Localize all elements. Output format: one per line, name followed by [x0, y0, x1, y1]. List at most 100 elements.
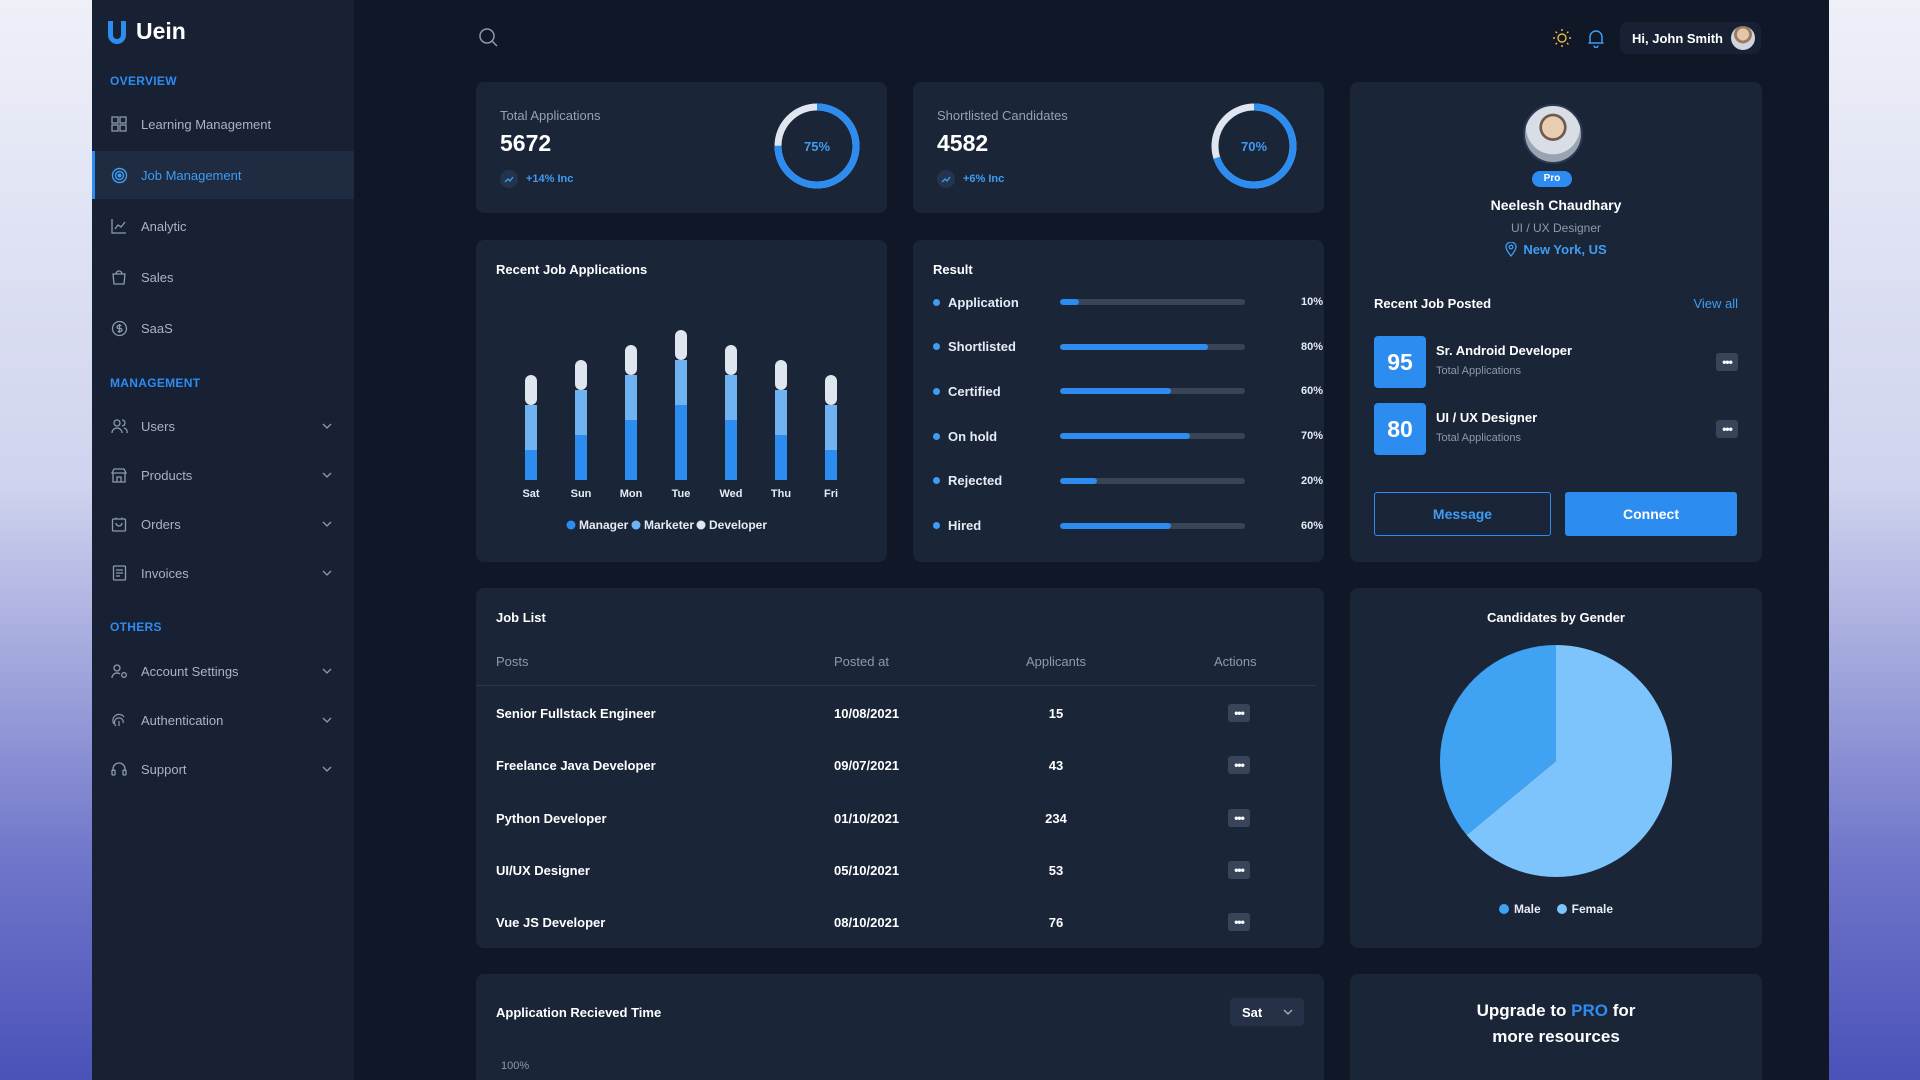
more-options-button[interactable]: ••• — [1716, 420, 1738, 438]
sidebar-item-label: Invoices — [141, 565, 189, 581]
row-actions-button[interactable]: ••• — [1228, 808, 1250, 827]
logo[interactable]: Uein — [106, 18, 186, 45]
pie-slice-male — [1440, 645, 1556, 835]
bar-segment-developer — [675, 330, 687, 360]
table-row[interactable]: Python Developer 01/10/2021 234 ••• — [476, 794, 1316, 846]
progress-track — [1060, 299, 1245, 305]
logo-mark-icon — [108, 20, 126, 44]
sidebar-item-analytic[interactable]: Analytic — [92, 202, 354, 250]
legend-item-male: Male — [1498, 902, 1541, 916]
sun-icon[interactable] — [1552, 28, 1572, 48]
result-row: Certified 60% — [933, 381, 1323, 401]
upgrade-post: for — [1612, 1001, 1636, 1020]
result-label: Rejected — [948, 473, 1003, 489]
sidebar-item-invoices[interactable]: Invoices — [92, 549, 354, 597]
job-posted-date: 09/07/2021 — [834, 758, 900, 774]
card-title: Result — [933, 262, 973, 277]
donut-percent: 75% — [803, 138, 831, 154]
bar-segment-marketer — [725, 375, 737, 420]
job-post: Senior Fullstack Engineer — [496, 706, 656, 721]
posted-job-item[interactable]: 80 UI / UX Designer Total Applications •… — [1374, 403, 1738, 455]
bell-icon[interactable] — [1586, 28, 1606, 48]
result-label: Certified — [948, 383, 1001, 399]
chevron-down-icon — [322, 570, 332, 576]
sidebar-item-label: Authentication — [141, 712, 224, 728]
sidebar-item-orders[interactable]: Orders — [92, 500, 354, 548]
sidebar-item-learning-management[interactable]: Learning Management — [92, 100, 354, 148]
target-icon — [110, 166, 128, 184]
bar-segment-developer — [625, 345, 637, 375]
result-label: Shortlisted — [948, 339, 1016, 355]
progress-fill — [1060, 299, 1079, 305]
x-tick-label: Sun — [571, 488, 592, 500]
stat-value: 5672 — [500, 130, 552, 156]
sidebar-item-job-management[interactable]: Job Management — [92, 151, 354, 199]
sidebar-item-label: Account Settings — [141, 663, 239, 679]
sidebar-item-sales[interactable]: Sales — [92, 253, 354, 301]
connect-button[interactable]: Connect — [1565, 492, 1737, 536]
row-actions-button[interactable]: ••• — [1228, 756, 1250, 775]
table-row[interactable]: UI/UX Designer 05/10/2021 53 ••• — [476, 846, 1316, 898]
recent-job-posted-title: Recent Job Posted — [1374, 296, 1492, 311]
user-greeting: Hi, John Smith — [1632, 30, 1723, 46]
row-actions-button[interactable]: ••• — [1228, 913, 1250, 932]
bullet-dot — [933, 343, 940, 351]
x-tick-label: Fri — [824, 488, 838, 500]
sidebar-item-users[interactable]: Users — [92, 402, 354, 450]
table-row[interactable]: Vue JS Developer 08/10/2021 76 ••• — [476, 898, 1316, 950]
users-icon — [110, 417, 128, 435]
sidebar: Uein OVERVIEW Learning Management Job Ma… — [92, 0, 354, 1080]
location-text: New York, US — [1523, 242, 1607, 257]
job-post: UI/UX Designer — [496, 862, 590, 878]
sidebar-item-label: Job Management — [141, 167, 242, 183]
column-header-posts: Posts — [496, 654, 529, 669]
user-menu[interactable]: Hi, John Smith — [1620, 22, 1761, 54]
view-all-link[interactable]: View all — [1693, 296, 1738, 311]
result-percent: 80% — [1300, 340, 1323, 353]
sidebar-item-label: SaaS — [141, 320, 173, 336]
upgrade-card[interactable]: Upgrade to PRO for more resources — [1350, 974, 1762, 1080]
chevron-down-icon — [322, 521, 332, 527]
trending-up-icon — [500, 170, 518, 188]
result-label: Application — [948, 294, 1019, 310]
table-row[interactable]: Senior Fullstack Engineer 10/08/2021 15 ••• — [476, 689, 1316, 741]
search-icon[interactable] — [477, 26, 499, 48]
sidebar-item-products[interactable]: Products — [92, 451, 354, 499]
row-actions-button[interactable]: ••• — [1228, 860, 1250, 879]
sidebar-item-support[interactable]: Support — [92, 745, 354, 793]
sidebar-item-label: Products — [141, 467, 193, 483]
stat-increase: +6% Inc — [937, 170, 1004, 188]
sidebar-item-account-settings[interactable]: Account Settings — [92, 647, 354, 695]
pie-legend: Male Female — [1350, 902, 1762, 916]
day-select[interactable]: Sat — [1230, 998, 1304, 1026]
posted-job-title: UI / UX Designer — [1436, 410, 1538, 425]
stat-increase: +14% Inc — [500, 170, 573, 188]
legend-label: Female — [1571, 902, 1614, 916]
headset-icon — [110, 760, 128, 778]
bar-segment-manager — [575, 435, 587, 480]
pro-badge: Pro — [1532, 171, 1572, 187]
posted-job-item[interactable]: 95 Sr. Android Developer Total Applicati… — [1374, 336, 1738, 388]
job-post: Python Developer — [496, 810, 607, 826]
row-actions-button[interactable]: ••• — [1228, 704, 1250, 722]
bar-segment-manager — [775, 435, 787, 480]
section-label-overview: OVERVIEW — [110, 74, 177, 88]
sidebar-item-saas[interactable]: SaaS — [92, 304, 354, 352]
profile-card: Pro Neelesh Chaudhary UI / UX Designer N… — [1350, 82, 1762, 562]
stat-increase-text: +6% Inc — [963, 173, 1005, 185]
stat-value: 4582 — [937, 130, 989, 156]
legend-swatch — [566, 520, 576, 530]
message-button[interactable]: Message — [1374, 492, 1551, 536]
table-row[interactable]: Freelance Java Developer 09/07/2021 43 ••• — [476, 741, 1316, 793]
result-row: Hired 60% — [933, 516, 1323, 536]
profile-avatar — [1523, 104, 1583, 164]
result-row: On hold 70% — [933, 426, 1323, 446]
bar-segment-marketer — [675, 360, 687, 405]
invoice-icon — [110, 564, 128, 582]
more-options-button[interactable]: ••• — [1716, 353, 1738, 371]
sidebar-item-authentication[interactable]: Authentication — [92, 696, 354, 744]
job-applicants: 43 — [1048, 758, 1064, 774]
bar-segment-developer — [825, 375, 837, 405]
stat-increase-text: +14% Inc — [526, 173, 574, 185]
bar-segment-manager — [825, 450, 837, 480]
